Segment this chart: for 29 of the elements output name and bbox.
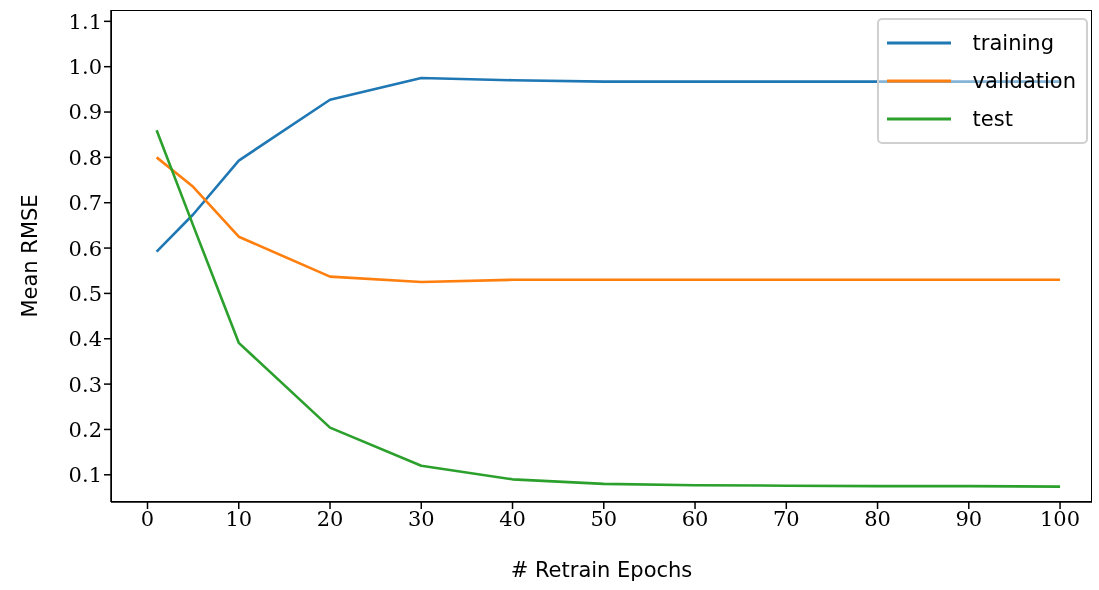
y-tick-label: 1.0 [68, 55, 102, 80]
y-tick-label: 0.8 [68, 145, 102, 170]
y-tick-label: 0.9 [68, 100, 102, 125]
y-tick-label: 0.7 [68, 191, 102, 216]
x-tick-label: 70 [772, 506, 800, 531]
line-series [155, 156, 1062, 284]
x-tick-label: 100 [1040, 506, 1081, 531]
x-tick-label: 50 [590, 506, 618, 531]
x-tick-label: 40 [499, 506, 526, 531]
x-tick-label: 80 [864, 506, 891, 531]
legend-label: training [972, 31, 1054, 55]
x-tick-label: 20 [316, 506, 344, 531]
x-axis-title: # Retrain Epochs [510, 558, 693, 582]
y-tick-label: 0.4 [68, 327, 102, 352]
y-axis-title: Mean RMSE [18, 194, 43, 318]
x-tick-label: 30 [407, 506, 435, 531]
y-tick-label: 0.6 [68, 236, 102, 261]
y-tick-label: 0.3 [68, 372, 102, 397]
x-tick-label: 0 [140, 506, 155, 531]
y-tick-label: 1.1 [68, 9, 102, 34]
line-series [155, 128, 1062, 488]
legend-label: test [972, 107, 1013, 131]
y-tick-label: 0.1 [68, 463, 102, 488]
y-tick-label: 0.2 [68, 417, 102, 442]
x-tick-label: 90 [955, 506, 983, 531]
legend-label: validation [972, 69, 1076, 93]
x-tick-label: 60 [681, 506, 709, 531]
x-tick-label: 10 [225, 506, 253, 531]
y-tick-label: 0.5 [68, 281, 102, 306]
